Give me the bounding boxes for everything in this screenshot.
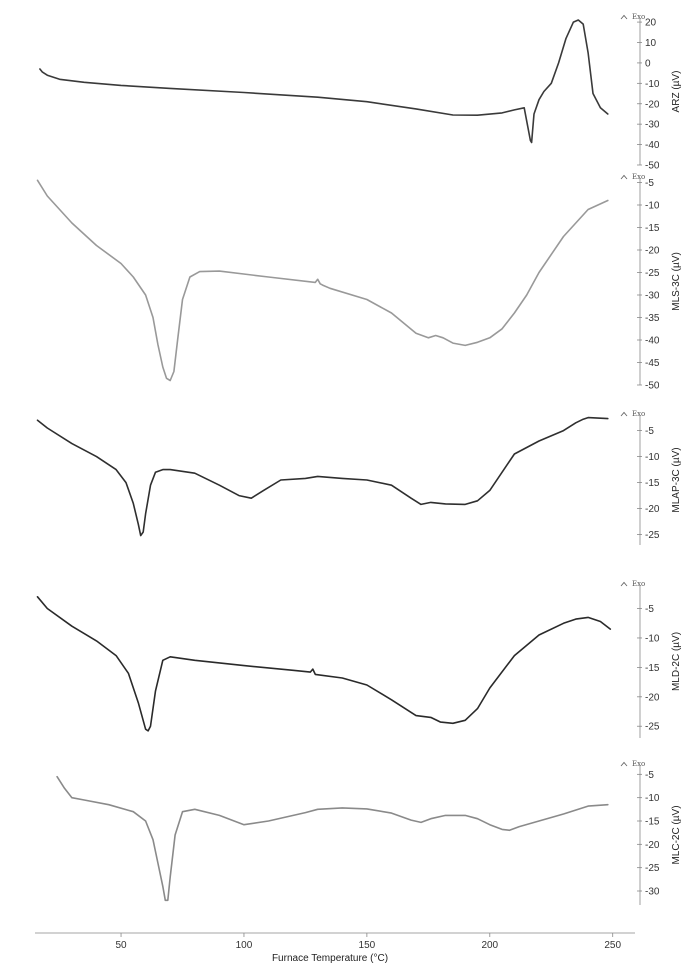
x-tick-label: 250 bbox=[604, 940, 621, 951]
y-tick-label: -50 bbox=[645, 381, 660, 392]
y-tick-label: -40 bbox=[645, 140, 660, 151]
y-tick-label: -30 bbox=[645, 291, 660, 302]
y-tick-label: -10 bbox=[645, 793, 660, 804]
dsc-curve-5 bbox=[56, 775, 609, 902]
y-tick-label: -5 bbox=[645, 426, 654, 437]
dsc-panel-1: 20 10 0 -10 -20 -30 -40 -50 Exo ARZ (µV) bbox=[39, 13, 682, 172]
y-tick-label: -25 bbox=[645, 863, 660, 874]
dsc-panel-5: -5 -10 -15 -20 -25 -30 Exo MLC-2C (µV) bbox=[56, 760, 682, 905]
x-axis-label: Furnace Temperature (°C) bbox=[272, 953, 388, 964]
exo-arrow-icon bbox=[620, 761, 628, 767]
exo-label: Exo bbox=[632, 760, 645, 768]
exo-arrow-icon bbox=[620, 14, 628, 20]
y-tick-label: -15 bbox=[645, 663, 660, 674]
y-axis-label-1: ARZ (µV) bbox=[671, 71, 682, 113]
y-axis-label-2: MLS-3C (µV) bbox=[671, 252, 682, 311]
x-tick-label: 50 bbox=[115, 940, 127, 951]
exo-arrow-icon bbox=[620, 174, 628, 180]
y-tick-label: -15 bbox=[645, 223, 660, 234]
y-tick-label: -15 bbox=[645, 478, 660, 489]
y-tick-label: -35 bbox=[645, 313, 660, 324]
y-tick-label: -40 bbox=[645, 336, 660, 347]
y-tick-label: -30 bbox=[645, 887, 660, 898]
dsc-curve-3 bbox=[36, 416, 609, 537]
exo-label: Exo bbox=[632, 410, 645, 418]
y-tick-label: -20 bbox=[645, 692, 660, 703]
exo-label: Exo bbox=[632, 173, 645, 181]
y-tick-label: -10 bbox=[645, 633, 660, 644]
dsc-curve-1 bbox=[39, 19, 609, 144]
x-tick-label: 150 bbox=[359, 940, 376, 951]
dsc-curve-2 bbox=[36, 179, 609, 382]
y-tick-label: -25 bbox=[645, 722, 660, 733]
y-tick-label: -50 bbox=[645, 161, 660, 172]
y-tick-label: 0 bbox=[645, 58, 651, 69]
y-axis-label-3: MLAP-3C (µV) bbox=[671, 447, 682, 512]
y-axis-label-5: MLC-2C (µV) bbox=[671, 805, 682, 864]
y-tick-label: -10 bbox=[645, 452, 660, 463]
x-tick-label: 200 bbox=[481, 940, 498, 951]
y-tick-label: -5 bbox=[645, 604, 654, 615]
y-tick-label: -5 bbox=[645, 178, 654, 189]
dsc-curve-4 bbox=[36, 596, 612, 732]
y-tick-label: 10 bbox=[645, 38, 657, 49]
y-tick-label: 20 bbox=[645, 18, 657, 29]
y-tick-label: -20 bbox=[645, 840, 660, 851]
x-axis: Furnace Temperature (°C) 50 100 150 200 250 bbox=[35, 932, 635, 964]
y-axis-label-4: MLD-2C (µV) bbox=[671, 632, 682, 691]
y-tick-label: -20 bbox=[645, 246, 660, 257]
y-tick-label: -20 bbox=[645, 99, 660, 110]
y-tick-label: -10 bbox=[645, 79, 660, 90]
dsc-panel-3: -5 -10 -15 -20 -25 Exo MLAP-3C (µV) bbox=[36, 410, 682, 545]
y-tick-label: -25 bbox=[645, 530, 660, 541]
dsc-panel-4: -5 -10 -15 -20 -25 Exo MLD-2C (µV) bbox=[36, 580, 682, 738]
y-tick-label: -20 bbox=[645, 504, 660, 515]
x-tick-label: 100 bbox=[236, 940, 253, 951]
dsc-panel-2: -5 -10 -15 -20 -25 -30 -35 -40 -45 -50 Exo MLS-3C (… bbox=[36, 173, 682, 392]
y-tick-label: -25 bbox=[645, 268, 660, 279]
exo-arrow-icon bbox=[620, 411, 628, 417]
y-tick-label: -5 bbox=[645, 770, 654, 781]
exo-arrow-icon bbox=[620, 581, 628, 587]
exo-label: Exo bbox=[632, 13, 645, 21]
y-tick-label: -10 bbox=[645, 201, 660, 212]
exo-label: Exo bbox=[632, 580, 645, 588]
y-tick-label: -45 bbox=[645, 358, 660, 369]
y-tick-label: -30 bbox=[645, 120, 660, 131]
y-tick-label: -15 bbox=[645, 817, 660, 828]
